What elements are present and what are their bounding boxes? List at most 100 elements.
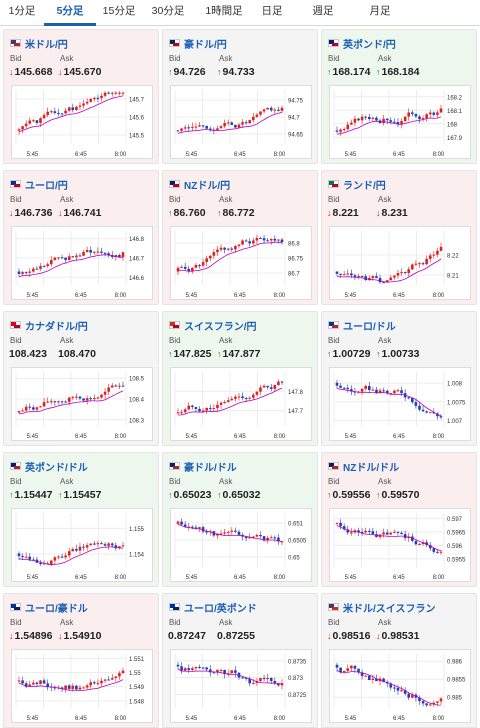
- candle-body: [53, 557, 57, 561]
- candle-body: [110, 678, 114, 680]
- pair-name-link[interactable]: ユーロ/英ポンド: [184, 603, 257, 615]
- mini-candlestick-chart[interactable]: 94.75 94.7 94.65 5:45 6:45 8:00: [170, 85, 312, 159]
- rate-card[interactable]: ユーロ/ドル Bid Ask ↑1.00729 ↑1.00733 1.008 1.0075 1…: [321, 311, 477, 446]
- up-arrow-icon: ↑: [9, 490, 14, 500]
- pair-name-link[interactable]: ランド/円: [343, 180, 386, 192]
- tab-1[interactable]: 5分足: [44, 0, 96, 26]
- pair-name-link[interactable]: 英ポンド/円: [343, 39, 396, 51]
- rate-card[interactable]: 英ポンド/円 Bid Ask ↑168.174 ↑168.184 168.2 168.1 16…: [321, 29, 477, 164]
- pair-name-link[interactable]: 米ドル/円: [25, 39, 68, 51]
- candle-body: [71, 549, 75, 552]
- candle-body: [46, 401, 49, 403]
- mini-candlestick-chart[interactable]: 146.8 146.7 146.6 5:45 6:45 8:00: [11, 226, 153, 300]
- candle-body: [180, 412, 183, 414]
- pair-name-link[interactable]: 豪ドル/円: [184, 39, 227, 51]
- rate-card[interactable]: 豪ドル/ドル Bid Ask ↑0.65023 ↑0.65032 0.651 0.6505 0…: [162, 452, 318, 587]
- mini-candlestick-chart[interactable]: 1.008 1.0075 1.007 5:45 6:45 8:00: [329, 367, 471, 441]
- pair-name-link[interactable]: 米ドル/スイスフラン: [343, 603, 436, 615]
- y-tick-label: 1.008: [447, 382, 463, 388]
- pair-name-link[interactable]: 豪ドル/ドル: [184, 462, 237, 474]
- mini-candlestick-chart[interactable]: 0.651 0.6505 0.65 5:45 6:45 8:00: [170, 508, 312, 582]
- rate-card[interactable]: ユーロ/豪ドル Bid Ask ↓1.54896 ↓1.54910 1.551 1.55 1.…: [3, 593, 159, 728]
- mini-candlestick-chart[interactable]: 145.7 145.6 145.5 5:45 6:45 8:00: [11, 85, 153, 159]
- candle-body: [187, 668, 191, 671]
- y-tick-label: 108.5: [129, 377, 145, 383]
- pair-name-link[interactable]: ユーロ/ドル: [343, 321, 396, 333]
- candle-body: [335, 522, 339, 524]
- mini-candlestick-chart[interactable]: 1.551 1.55 1.549 1.548 5:45 6:45 8:00: [11, 649, 153, 723]
- tab-5[interactable]: 日足: [261, 5, 283, 17]
- moving-average-line: [336, 258, 442, 283]
- bid-value: ↑1.00729: [327, 348, 371, 360]
- pair-name-link[interactable]: ユーロ/円: [25, 180, 68, 192]
- candle-body: [280, 381, 284, 383]
- mini-candlestick-chart[interactable]: 0.986 0.9855 0.985 5:45 6:45 8:00: [329, 649, 471, 723]
- mini-candlestick-chart[interactable]: 108.5 108.4 108.3 5:45 6:45 8:00: [11, 367, 153, 441]
- candle-body: [93, 97, 96, 100]
- rate-card[interactable]: ユーロ/英ポンド Bid Ask 0.87247 0.87255 0.8735 0.873 0…: [162, 593, 318, 728]
- mini-candlestick-chart[interactable]: 0.597 0.5965 0.596 0.5955 5:45 6:45 8:00: [329, 508, 471, 582]
- rate-card[interactable]: ユーロ/円 Bid Ask ↓146.736 ↓146.741 146.8 146.7 146…: [3, 170, 159, 305]
- mini-candlestick-chart[interactable]: 168.2 168.1 168 167.9 5:45 6:45 8:00: [329, 85, 471, 159]
- candle-body: [385, 390, 389, 394]
- rate-card[interactable]: 米ドル/スイスフラン Bid Ask ↓0.98516 ↓0.98531 0.986 0.9…: [321, 593, 477, 728]
- candle-body: [85, 398, 89, 401]
- x-tick-label: 5:45: [27, 575, 39, 581]
- x-tick-label: 5:45: [27, 293, 39, 299]
- candle-body: [28, 556, 32, 560]
- candle-body: [100, 251, 103, 253]
- candle-body: [367, 385, 371, 391]
- flag-icon: [328, 603, 339, 611]
- tab-6[interactable]: 週足: [312, 5, 334, 17]
- rate-card[interactable]: カナダドル/円 Bid Ask 108.423 108.470 108.5 108.4 108…: [3, 311, 159, 446]
- ask-label: Ask: [378, 477, 392, 486]
- tab-3[interactable]: 30分足: [151, 5, 185, 17]
- candle-body: [21, 680, 24, 684]
- candle-body: [252, 240, 255, 244]
- candle-body: [49, 401, 53, 403]
- mini-candlestick-chart[interactable]: 1.155 1.154 5:45 6:45 8:00: [11, 508, 153, 582]
- candle-body: [371, 117, 375, 119]
- pair-name-link[interactable]: NZドル/ドル: [343, 462, 400, 474]
- rate-card[interactable]: NZドル/円 Bid Ask ↑86.760 ↑86.772 86.8 86.75 86.7 5…: [162, 170, 318, 305]
- candle-body: [42, 680, 46, 684]
- chart-svg: 146.8 146.7 146.6 5:45 6:45 8:00: [15, 231, 145, 299]
- tab-2[interactable]: 15分足: [102, 5, 136, 17]
- mini-candlestick-chart[interactable]: 86.8 86.75 86.7 5:45 6:45 8:00: [170, 226, 312, 300]
- candle-body: [194, 264, 198, 268]
- pair-name-link[interactable]: カナダドル/円: [25, 321, 88, 333]
- rate-card[interactable]: ランド/円 Bid Ask ↓8.221 ↓8.231 8.22 8.21 5:45 6:45 8…: [321, 170, 477, 305]
- rate-card[interactable]: 米ドル/円 Bid Ask ↓145.668 ↓145.670 145.7 145.6 145…: [3, 29, 159, 164]
- x-tick-label: 6:45: [75, 716, 87, 722]
- candle-body: [39, 266, 42, 269]
- candle-body: [259, 678, 262, 681]
- candle-body: [382, 678, 385, 682]
- candle-body: [375, 117, 378, 121]
- mini-candlestick-chart[interactable]: 147.8 147.7 5:45 6:45 8:00: [170, 367, 312, 441]
- rate-card[interactable]: 英ポンド/ドル Bid Ask ↑1.15447 ↑1.15457 1.155 1.154 5…: [3, 452, 159, 587]
- candle-body: [262, 385, 266, 388]
- rate-card[interactable]: スイスフラン/円 Bid Ask ↑147.825 ↑147.877 147.8 147.7…: [162, 311, 318, 446]
- tab-4[interactable]: 1時間足: [205, 5, 243, 17]
- pair-header: ユーロ/ドル: [328, 319, 396, 333]
- candle-body: [28, 684, 32, 687]
- candle-body: [277, 683, 280, 686]
- rate-card[interactable]: 豪ドル/円 Bid Ask ↑94.726 ↑94.733 94.75 94.7 94.65 5…: [162, 29, 318, 164]
- tab-7[interactable]: 月足: [369, 5, 391, 17]
- candle-body: [17, 271, 21, 274]
- y-tick-label: 86.7: [288, 272, 300, 278]
- mini-candlestick-chart[interactable]: 8.22 8.21 5:45 6:45 8:00: [329, 226, 471, 300]
- x-tick-label: 8:00: [433, 575, 445, 581]
- candle-body: [255, 535, 259, 537]
- bid-value: ↑1.15447: [9, 489, 53, 501]
- candle-body: [100, 95, 103, 99]
- mini-candlestick-chart[interactable]: 0.8735 0.873 0.8725 5:45 6:45 8:00: [170, 649, 312, 723]
- pair-name-link[interactable]: 英ポンド/ドル: [25, 462, 88, 474]
- candle-body: [187, 526, 191, 528]
- pair-name-link[interactable]: NZドル/円: [184, 180, 231, 192]
- pair-name-link[interactable]: スイスフラン/円: [184, 321, 257, 333]
- down-arrow-icon: ↓: [58, 631, 63, 641]
- pair-name-link[interactable]: ユーロ/豪ドル: [25, 603, 88, 615]
- rate-card[interactable]: NZドル/ドル Bid Ask ↑0.59556 ↑0.59570 0.597 0.5965…: [321, 452, 477, 587]
- tab-0[interactable]: 1分足: [8, 5, 36, 17]
